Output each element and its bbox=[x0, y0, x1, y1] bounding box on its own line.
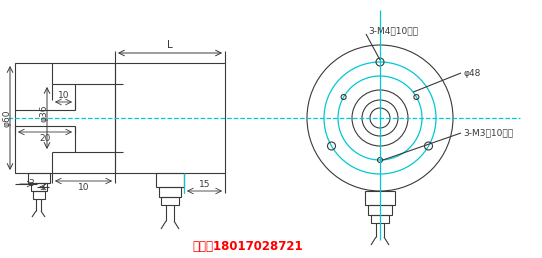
Bar bbox=[115, 63, 225, 173]
Bar bbox=[161, 197, 179, 205]
Text: 3-M4深10均布: 3-M4深10均布 bbox=[368, 27, 418, 36]
Text: 手机：18017028721: 手机：18017028721 bbox=[193, 239, 304, 253]
Text: φ48: φ48 bbox=[463, 69, 480, 77]
Text: 20: 20 bbox=[40, 134, 51, 143]
Bar bbox=[159, 187, 181, 197]
Bar bbox=[28, 173, 49, 183]
Bar bbox=[365, 191, 395, 205]
Bar bbox=[15, 63, 115, 173]
Text: 15: 15 bbox=[199, 180, 210, 189]
Text: 10: 10 bbox=[58, 91, 69, 100]
Bar bbox=[371, 215, 389, 223]
Bar bbox=[156, 173, 184, 187]
Text: 3: 3 bbox=[29, 179, 35, 188]
Text: φ60: φ60 bbox=[3, 109, 11, 127]
Text: φ36: φ36 bbox=[40, 104, 48, 122]
Text: 3: 3 bbox=[40, 183, 45, 192]
Text: 3-M3深10均布: 3-M3深10均布 bbox=[463, 128, 513, 138]
Bar bbox=[30, 183, 47, 191]
Text: L: L bbox=[167, 40, 173, 50]
Bar bbox=[368, 205, 392, 215]
Text: 10: 10 bbox=[78, 183, 89, 192]
Bar bbox=[33, 191, 44, 199]
